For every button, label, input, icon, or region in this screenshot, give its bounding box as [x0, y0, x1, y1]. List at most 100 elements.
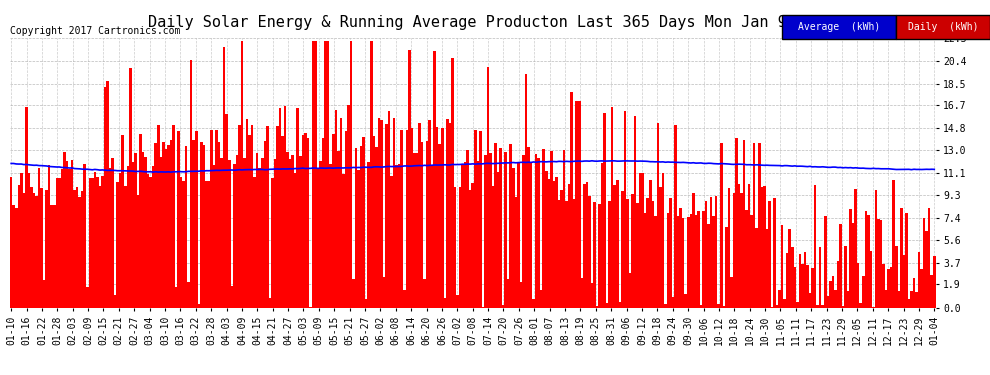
- Bar: [20, 173, 23, 308]
- Bar: [611, 107, 614, 308]
- Bar: [18, 185, 20, 308]
- Bar: [271, 178, 273, 308]
- Bar: [436, 128, 439, 308]
- Bar: [619, 302, 621, 307]
- Bar: [621, 190, 624, 308]
- Bar: [931, 275, 933, 308]
- Bar: [471, 183, 474, 308]
- Bar: [849, 209, 851, 308]
- Bar: [73, 190, 76, 308]
- Bar: [469, 190, 471, 308]
- Bar: [728, 188, 731, 308]
- Bar: [411, 128, 413, 308]
- Bar: [887, 269, 890, 308]
- Bar: [330, 164, 332, 308]
- Bar: [192, 140, 195, 308]
- Bar: [562, 150, 565, 308]
- Bar: [684, 294, 687, 308]
- Bar: [325, 41, 327, 308]
- Bar: [890, 267, 892, 308]
- Bar: [312, 41, 314, 308]
- Bar: [400, 130, 403, 308]
- Bar: [725, 227, 728, 308]
- Bar: [390, 176, 393, 308]
- Bar: [372, 136, 375, 308]
- Bar: [634, 116, 637, 308]
- Bar: [649, 180, 651, 308]
- Bar: [352, 279, 354, 308]
- Bar: [778, 290, 781, 308]
- Bar: [593, 202, 596, 308]
- Bar: [127, 166, 129, 308]
- Bar: [528, 147, 530, 308]
- Bar: [603, 112, 606, 308]
- Bar: [632, 194, 634, 308]
- Bar: [276, 126, 279, 308]
- Bar: [565, 201, 568, 308]
- Bar: [296, 108, 299, 307]
- Bar: [910, 291, 913, 308]
- Bar: [844, 246, 846, 308]
- Bar: [596, 306, 598, 308]
- Bar: [872, 307, 875, 308]
- Bar: [765, 229, 768, 308]
- Bar: [674, 125, 677, 308]
- Bar: [36, 196, 38, 308]
- Bar: [736, 138, 738, 308]
- Bar: [81, 191, 83, 308]
- Bar: [142, 153, 145, 308]
- Bar: [23, 193, 25, 308]
- Bar: [111, 158, 114, 308]
- Bar: [398, 164, 400, 308]
- Bar: [403, 290, 406, 308]
- Bar: [654, 216, 656, 308]
- Bar: [172, 124, 175, 308]
- Bar: [770, 307, 773, 308]
- Bar: [182, 181, 185, 308]
- Bar: [560, 190, 562, 308]
- Bar: [507, 279, 510, 308]
- Bar: [244, 158, 246, 308]
- Bar: [258, 168, 261, 308]
- Bar: [10, 177, 13, 308]
- Bar: [327, 41, 330, 308]
- Bar: [231, 286, 233, 308]
- Bar: [639, 173, 642, 308]
- Text: Average  (kWh): Average (kWh): [798, 22, 880, 32]
- Bar: [367, 162, 370, 308]
- Bar: [370, 41, 372, 308]
- Bar: [547, 179, 550, 308]
- Bar: [840, 225, 842, 308]
- Bar: [494, 143, 497, 308]
- Bar: [76, 187, 78, 308]
- Bar: [659, 187, 661, 308]
- Bar: [314, 41, 317, 308]
- Bar: [70, 160, 73, 308]
- Bar: [497, 172, 499, 308]
- Bar: [692, 193, 695, 308]
- Bar: [492, 186, 494, 308]
- Bar: [859, 303, 862, 307]
- Bar: [543, 149, 545, 308]
- Bar: [335, 110, 337, 308]
- Bar: [129, 68, 132, 308]
- Bar: [814, 185, 817, 308]
- Bar: [320, 160, 322, 308]
- Bar: [609, 201, 611, 308]
- Bar: [424, 279, 426, 308]
- Bar: [117, 182, 119, 308]
- Bar: [753, 143, 755, 308]
- Bar: [147, 174, 149, 308]
- Bar: [809, 292, 811, 308]
- Bar: [418, 123, 421, 308]
- Bar: [122, 135, 124, 308]
- Bar: [195, 130, 198, 308]
- Bar: [525, 74, 528, 308]
- Bar: [190, 60, 192, 308]
- Bar: [882, 264, 885, 308]
- Bar: [213, 165, 215, 308]
- Bar: [43, 280, 46, 308]
- Bar: [322, 138, 325, 308]
- Bar: [720, 143, 723, 308]
- Bar: [453, 187, 456, 308]
